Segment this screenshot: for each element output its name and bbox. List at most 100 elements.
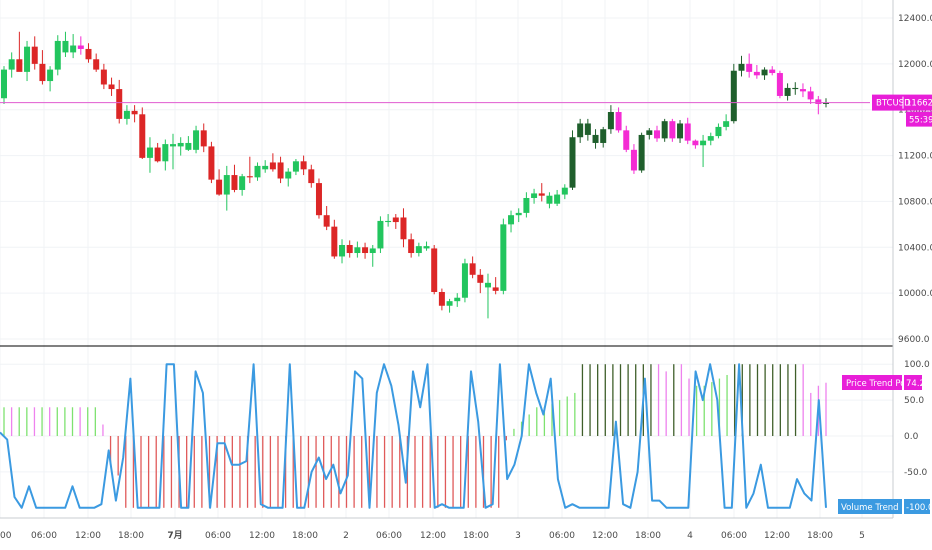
volume-trend-value: -100.0 [906, 503, 932, 513]
candle [200, 130, 207, 147]
candle [70, 45, 77, 53]
volume-trend-label-box [838, 499, 902, 514]
candle [684, 123, 691, 141]
time-tick-label: 12:00 [420, 531, 446, 541]
candle [431, 248, 438, 292]
candle [646, 130, 653, 135]
price-tick-label: 12000.0 [898, 60, 932, 70]
candle [331, 226, 338, 257]
candle [323, 215, 330, 227]
time-tick-label: 12:00 [764, 531, 790, 541]
candle [100, 69, 107, 85]
candle [538, 193, 545, 196]
candle [62, 40, 69, 53]
indicator-axis[interactable]: 100.0 50.0 0.0 -50.0 [904, 360, 930, 478]
candle [523, 197, 530, 213]
price-trend-value-box [904, 375, 922, 390]
volume-trend-label: Volume Trend Power [841, 503, 927, 513]
candle [223, 175, 230, 195]
candle [661, 121, 668, 139]
time-tick-label: 18:00 [807, 531, 833, 541]
time-tick-label: 06:00 [721, 531, 747, 541]
candle [354, 247, 361, 254]
candle [738, 63, 745, 71]
candle [438, 291, 445, 306]
time-tick-label: 06:00 [205, 531, 231, 541]
candle [577, 123, 584, 138]
candle [8, 59, 15, 70]
candle [807, 91, 814, 100]
time-tick-label: 18:00 [635, 531, 661, 541]
candle [515, 212, 522, 216]
candle [607, 112, 614, 130]
candle [623, 130, 630, 150]
last-price-label: 11662.0 [906, 99, 932, 109]
indicator-pane[interactable] [0, 363, 827, 509]
candle [300, 161, 307, 170]
candle [193, 130, 200, 150]
candle [231, 175, 238, 190]
candle [823, 102, 829, 104]
price-tick-label: 10800.0 [898, 197, 932, 207]
time-tick-label: 2 [343, 531, 349, 541]
indicator-tick-label: 50.0 [904, 396, 924, 406]
candle [170, 144, 177, 147]
price-pane[interactable] [0, 31, 870, 319]
candle [454, 297, 461, 302]
price-axis[interactable]: 12400.0 12000.0 11600.0 11200.0 10800.0 10400… [892, 0, 932, 518]
candle [723, 121, 730, 127]
candle [561, 187, 568, 195]
candle [1, 69, 7, 99]
candle [776, 73, 783, 96]
candle [308, 169, 315, 184]
candle [377, 220, 384, 249]
candle [16, 59, 23, 72]
candle [638, 134, 645, 171]
price-tick-label: 12400.0 [898, 14, 932, 24]
indicator-tick-label: 100.0 [904, 360, 930, 370]
candle [592, 134, 599, 143]
symbol-label: BTCUSD [876, 99, 911, 109]
candle [362, 247, 369, 254]
candle [730, 70, 737, 122]
candle [108, 84, 115, 90]
time-tick-label: 18:00 [463, 531, 489, 541]
candle [262, 165, 269, 170]
candle [707, 136, 714, 141]
candle [784, 87, 791, 96]
candle [54, 40, 61, 70]
time-tick-label: 7月 [167, 530, 182, 541]
time-tick-label: 12:00 [592, 531, 618, 541]
candle [85, 48, 92, 60]
candle [415, 246, 422, 254]
time-tick-label: 5 [859, 531, 865, 541]
time-tick-label: 00 [0, 531, 12, 541]
candle [792, 87, 799, 90]
time-tick-label: 06:00 [376, 531, 402, 541]
candle [185, 142, 192, 150]
candle [385, 220, 392, 223]
time-tick-label: 12:00 [75, 531, 101, 541]
candle [24, 46, 31, 72]
time-axis[interactable]: 00 06:00 12:00 18:00 7月 06:00 12:00 18:00 2 06:00… [0, 517, 893, 541]
candle [131, 110, 138, 115]
candle [461, 263, 468, 298]
candle [584, 123, 591, 135]
volume-trend-value-box [904, 499, 930, 514]
indicator-tick-label: -50.0 [904, 468, 928, 478]
candle [123, 110, 130, 119]
candle [369, 248, 376, 254]
price-trend-value: 74.2 [906, 379, 925, 389]
candle [669, 121, 676, 139]
time-tick-label: 12:00 [249, 531, 275, 541]
candle [39, 63, 46, 82]
candle [116, 89, 123, 119]
candle [162, 144, 169, 162]
time-tick-label: 18:00 [292, 531, 318, 541]
candle [346, 244, 353, 254]
candle [469, 263, 476, 275]
candle [630, 149, 637, 171]
candle [653, 130, 660, 139]
price-tick-label: 10400.0 [898, 243, 932, 253]
